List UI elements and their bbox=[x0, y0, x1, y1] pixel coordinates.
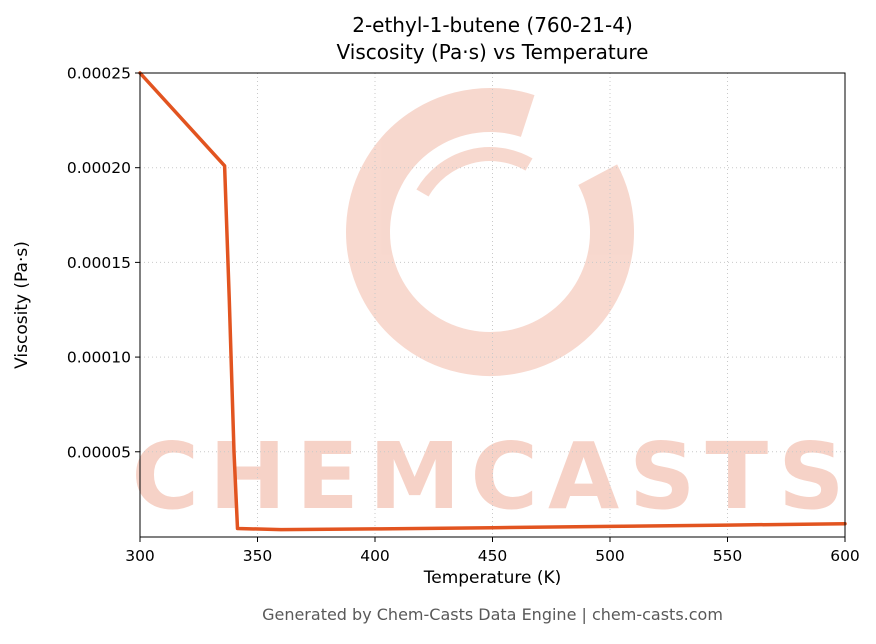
y-tick-label: 0.00020 bbox=[67, 159, 131, 177]
y-tick-label: 0.00010 bbox=[67, 349, 131, 367]
x-tick-label: 550 bbox=[713, 547, 743, 565]
y-axis-label: Viscosity (Pa·s) bbox=[12, 241, 32, 369]
y-tick-label: 0.00025 bbox=[67, 65, 131, 83]
logo-c-arc bbox=[346, 88, 634, 376]
x-tick-label: 300 bbox=[125, 547, 155, 565]
y-tick-label: 0.00015 bbox=[67, 254, 131, 272]
chart-title-line2: Viscosity (Pa·s) vs Temperature bbox=[336, 40, 649, 64]
footer-credit: Generated by Chem-Casts Data Engine | ch… bbox=[262, 605, 723, 624]
series-line-viscosity_vs_temperature bbox=[138, 71, 847, 532]
x-tick-label: 400 bbox=[360, 547, 390, 565]
logo-c-inner-swirl bbox=[416, 147, 533, 197]
chart-title: 2-ethyl-1-butene (760-21-4) Viscosity (P… bbox=[140, 12, 845, 66]
x-axis-label: Temperature (K) bbox=[423, 568, 562, 588]
chart-title-line1: 2-ethyl-1-butene (760-21-4) bbox=[352, 13, 633, 37]
y-tick-label: 0.00005 bbox=[67, 443, 131, 461]
x-tick-label: 450 bbox=[478, 547, 508, 565]
x-tick-label: 350 bbox=[243, 547, 273, 565]
chemcasts-logo-watermark bbox=[346, 88, 634, 376]
chemcasts-text-watermark: CHEMCASTS bbox=[132, 423, 855, 530]
x-tick-label: 500 bbox=[595, 547, 625, 565]
x-tick-label: 600 bbox=[830, 547, 860, 565]
